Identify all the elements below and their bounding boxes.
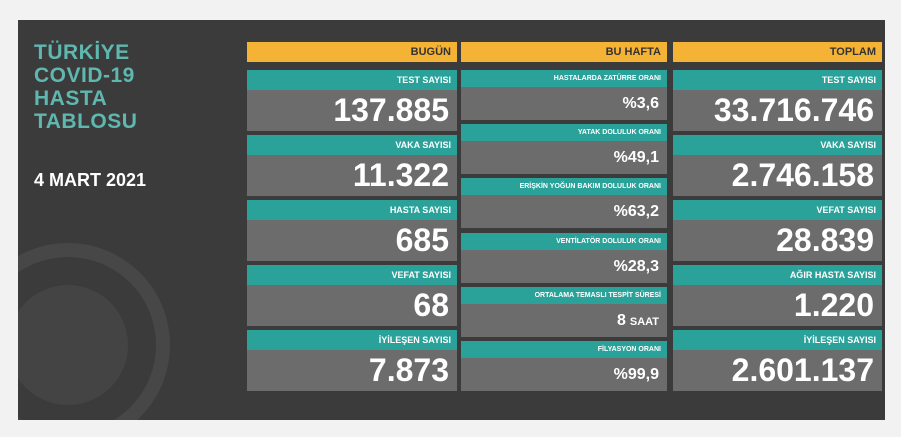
value-text: 28.839 (776, 222, 874, 258)
row-value: 7.873 (247, 350, 457, 391)
row-value: 2.746.158 (673, 155, 882, 196)
row-label: HASTALARDA ZATÜRRE ORANI (461, 70, 667, 87)
column-header: BUGÜN (247, 42, 457, 62)
row-label: TEST SAYISI (673, 70, 882, 90)
value-text: 137.885 (333, 92, 449, 128)
row-value: 685 (247, 220, 457, 261)
value-text: 2.746.158 (731, 157, 874, 193)
title-line: HASTA (34, 87, 108, 110)
row-value: 1.220 (673, 285, 882, 326)
value-text: %3,6 (622, 95, 659, 112)
row-label: ORTALAMA TEMASLI TESPİT SÜRESİ (461, 286, 667, 304)
row-label: VAKA SAYISI (673, 135, 882, 155)
title-line: COVID-19 (34, 64, 135, 87)
row-label: VEFAT SAYISI (673, 200, 882, 220)
title-line: TABLOSU (34, 110, 138, 133)
value-text: 68 (413, 287, 449, 323)
row-value: 33.716.746 (673, 90, 882, 131)
row-value: %28,3 (461, 249, 667, 283)
value-text: 685 (395, 222, 449, 258)
value-text: 1.220 (793, 287, 874, 323)
row-label: YATAK DOLULUK ORANI (461, 124, 667, 142)
value-text: 8 (616, 311, 626, 329)
column-header: BU HAFTA (461, 42, 667, 62)
row-label: VEFAT SAYISI (247, 265, 457, 285)
row-value: %3,6 (461, 87, 667, 121)
row-value: %63,2 (461, 195, 667, 229)
value-text: %49,1 (613, 149, 659, 167)
value-unit: SAAT (629, 315, 659, 328)
row-label: VAKA SAYISI (247, 135, 457, 155)
row-label: TEST SAYISI (247, 70, 457, 90)
value-text: 2.601.137 (731, 352, 874, 388)
value-text: %28,3 (613, 257, 659, 275)
row-label: VENTİLATÖR DOLULUK ORANI (461, 232, 667, 250)
row-value: 2.601.137 (673, 350, 882, 391)
title-line: TÜRKİYE (34, 41, 130, 64)
row-label: AĞIR HASTA SAYISI (673, 265, 882, 285)
row-label: ERİŞKİN YOĞUN BAKIM DOLULUK ORANI (461, 178, 667, 196)
row-label: HASTA SAYISI (247, 200, 457, 220)
row-value: 137.885 (247, 90, 457, 131)
row-label: İYİLEŞEN SAYISI (673, 330, 882, 350)
value-text: 11.322 (352, 157, 449, 193)
row-value: %49,1 (461, 141, 667, 175)
dashboard-panel: TÜRKİYE COVID-19 HASTA TABLOSU 4 MART 2021 BU… (18, 20, 885, 420)
row-value: 68 (247, 285, 457, 326)
value-text: 7.873 (368, 352, 449, 388)
value-text: %63,2 (613, 203, 659, 221)
value-text: 33.716.746 (713, 92, 874, 128)
column-header: TOPLAM (673, 42, 882, 62)
date: 4 MART 2021 (34, 170, 147, 190)
row-value: 11.322 (247, 155, 457, 196)
row-value: 28.839 (673, 220, 882, 261)
row-label: İYİLEŞEN SAYISI (247, 330, 457, 350)
ministry-logo (18, 243, 170, 420)
row-value: %99,9 (461, 357, 667, 391)
value-text: %99,9 (613, 365, 659, 383)
row-label: FİLYASYON ORANI (461, 340, 667, 358)
row-value: 8 SAAT (461, 303, 667, 337)
